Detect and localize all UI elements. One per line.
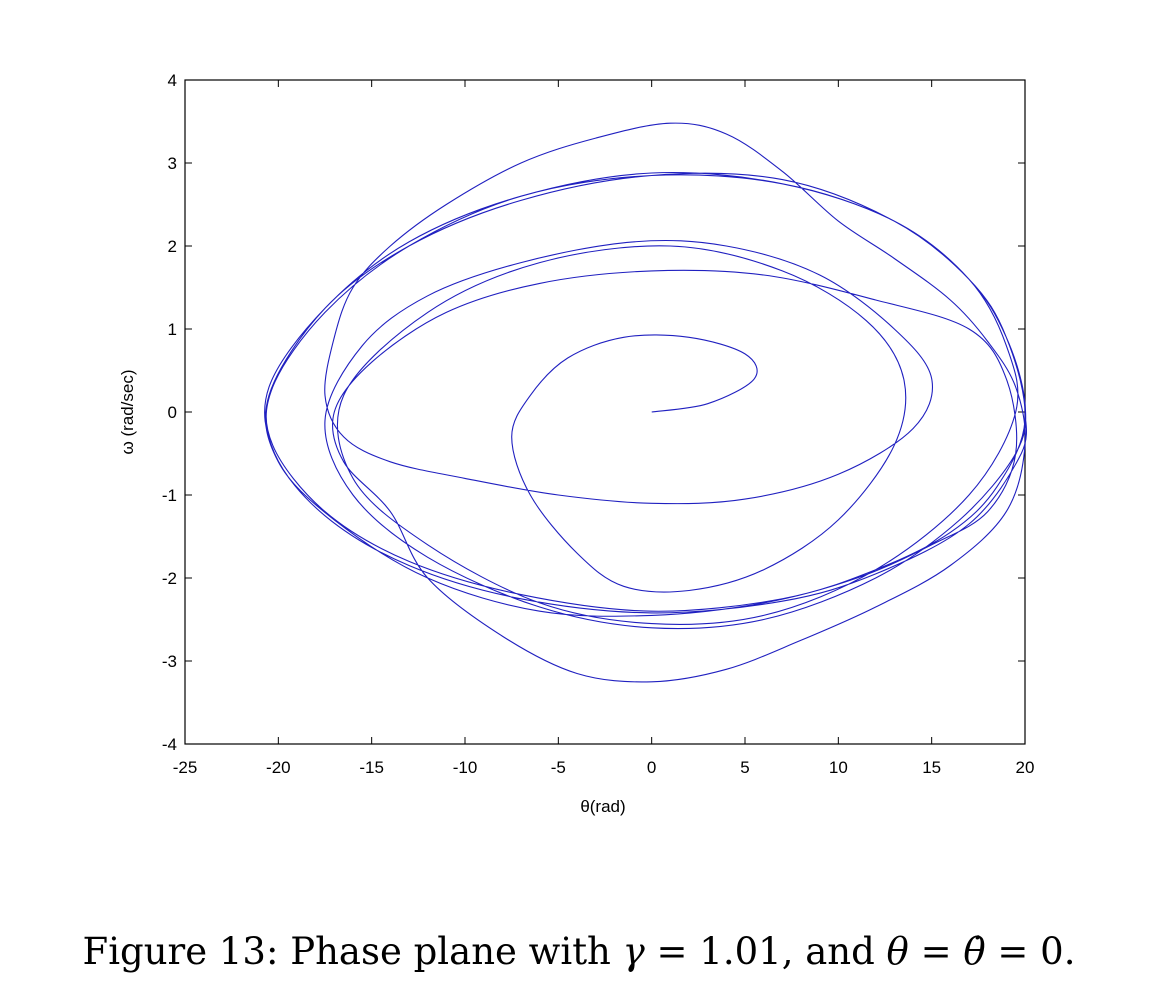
caption-prefix: Figure 13: Phase plane with <box>82 930 623 973</box>
x-tick-labels: -25 -20 -15 -10 -5 0 5 10 15 20 <box>173 758 1035 777</box>
x-axis-label: θ(rad) <box>580 797 625 816</box>
phase-trajectory <box>264 122 1027 683</box>
caption-gamma: γ <box>622 930 645 973</box>
plot-area <box>184 79 1026 745</box>
figure-caption: Figure 13: Phase plane with γ = 1.01, an… <box>0 930 1158 973</box>
x-tick-label: -25 <box>173 758 198 777</box>
y-tick-label: 2 <box>168 237 177 256</box>
axis-ticks <box>184 79 1026 745</box>
x-tick-label: -10 <box>453 758 478 777</box>
caption-gamma-eq: = 1.01, and <box>644 930 887 973</box>
y-axis-label: ω (rad/sec) <box>118 369 137 454</box>
x-tick-label: -20 <box>266 758 291 777</box>
x-tick-label: -5 <box>551 758 566 777</box>
y-tick-labels: -4 -3 -2 -1 0 1 2 3 4 <box>162 71 177 754</box>
x-tick-label: 0 <box>647 758 656 777</box>
caption-theta: θ <box>886 930 909 973</box>
caption-theta-eq: = <box>908 930 964 973</box>
y-tick-label: -4 <box>162 735 177 754</box>
y-tick-label: 1 <box>168 320 177 339</box>
x-tick-label: 15 <box>922 758 941 777</box>
caption-final: = 0. <box>985 930 1076 973</box>
y-tick-label: -2 <box>162 569 177 588</box>
x-tick-label: 5 <box>740 758 749 777</box>
y-tick-label: -1 <box>162 486 177 505</box>
y-tick-label: 0 <box>168 403 177 422</box>
y-tick-label: 4 <box>168 71 177 90</box>
x-tick-label: 20 <box>1016 758 1035 777</box>
y-tick-label: 3 <box>168 154 177 173</box>
y-tick-label: -3 <box>162 652 177 671</box>
x-tick-label: -15 <box>359 758 384 777</box>
x-tick-label: 10 <box>829 758 848 777</box>
caption-theta-dot: θ̇ <box>963 930 986 973</box>
